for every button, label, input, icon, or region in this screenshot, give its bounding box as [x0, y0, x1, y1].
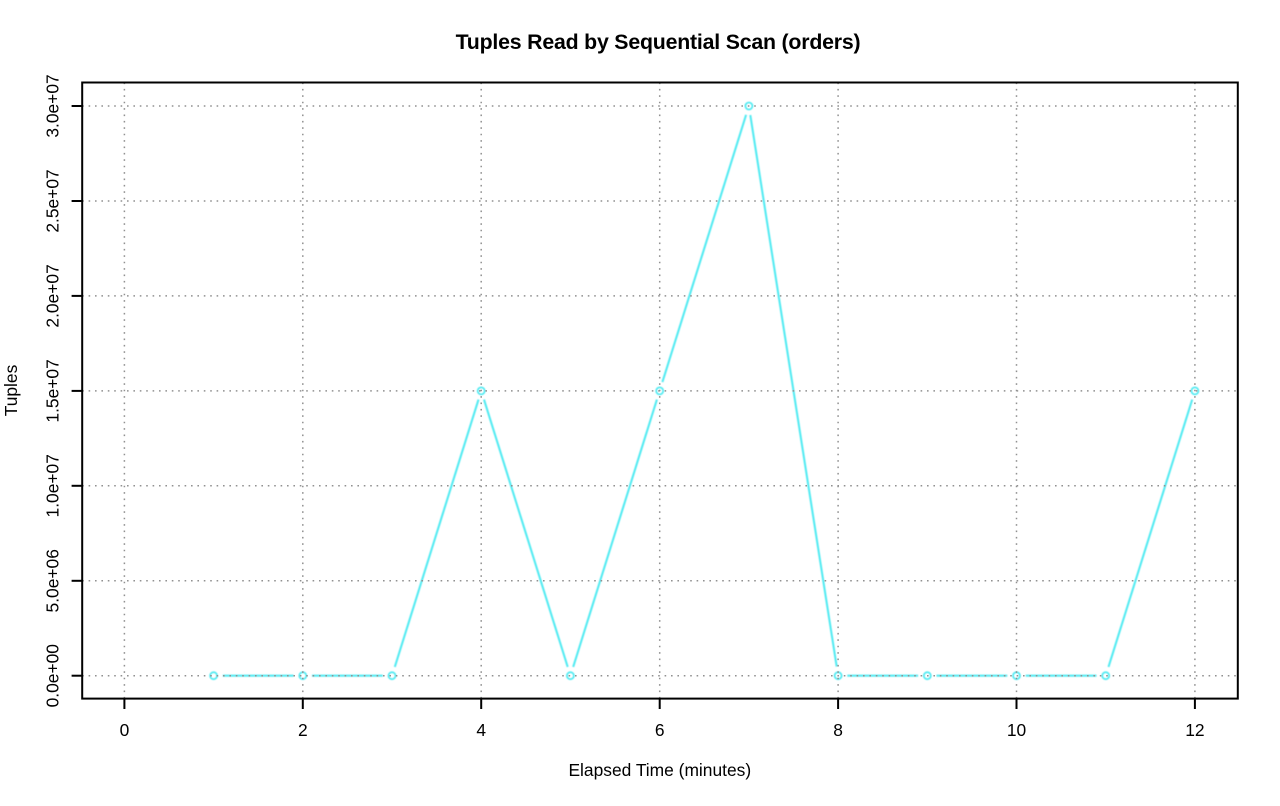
svg-text:0.0e+00: 0.0e+00: [43, 644, 63, 707]
svg-text:1.5e+07: 1.5e+07: [43, 359, 63, 422]
svg-text:12: 12: [1185, 720, 1204, 740]
svg-text:Tuples Read by Sequential Scan: Tuples Read by Sequential Scan (orders): [456, 30, 861, 54]
svg-text:4: 4: [476, 720, 486, 740]
svg-text:2.0e+07: 2.0e+07: [43, 264, 63, 327]
svg-text:Elapsed Time (minutes): Elapsed Time (minutes): [568, 760, 751, 780]
svg-text:1.0e+07: 1.0e+07: [43, 454, 63, 517]
svg-text:3.0e+07: 3.0e+07: [43, 74, 63, 137]
svg-text:5.0e+06: 5.0e+06: [43, 549, 63, 612]
svg-text:Tuples: Tuples: [1, 364, 21, 416]
svg-text:6: 6: [655, 720, 665, 740]
svg-text:8: 8: [833, 720, 843, 740]
svg-text:10: 10: [1007, 720, 1026, 740]
svg-text:2.5e+07: 2.5e+07: [43, 169, 63, 232]
svg-text:2: 2: [298, 720, 308, 740]
svg-text:0: 0: [120, 720, 130, 740]
